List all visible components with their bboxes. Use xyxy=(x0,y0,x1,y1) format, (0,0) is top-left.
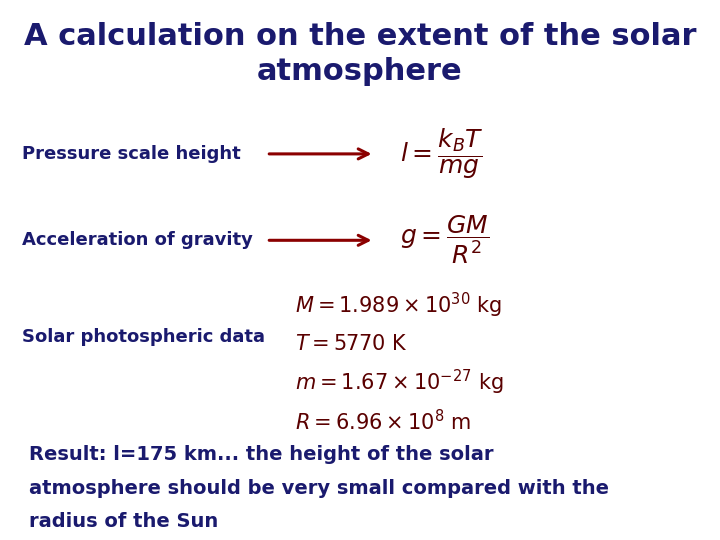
Text: $l = \dfrac{k_B T}{mg}$: $l = \dfrac{k_B T}{mg}$ xyxy=(400,127,483,181)
Text: $R = 6.96 \times 10^{8}\ \mathrm{m}$: $R = 6.96 \times 10^{8}\ \mathrm{m}$ xyxy=(295,409,472,434)
Text: Solar photospheric data: Solar photospheric data xyxy=(22,328,265,347)
Text: A calculation on the extent of the solar: A calculation on the extent of the solar xyxy=(24,22,696,51)
Text: $m = 1.67 \times 10^{-27}\ \mathrm{kg}$: $m = 1.67 \times 10^{-27}\ \mathrm{kg}$ xyxy=(295,368,504,397)
Text: $T = 5770\ \mathrm{K}$: $T = 5770\ \mathrm{K}$ xyxy=(295,334,408,354)
Text: $g = \dfrac{GM}{R^2}$: $g = \dfrac{GM}{R^2}$ xyxy=(400,214,489,266)
Text: radius of the Sun: radius of the Sun xyxy=(29,512,218,531)
Text: Acceleration of gravity: Acceleration of gravity xyxy=(22,231,253,249)
Text: $M = 1.989 \times 10^{30}\ \mathrm{kg}$: $M = 1.989 \times 10^{30}\ \mathrm{kg}$ xyxy=(295,291,503,320)
Text: atmosphere should be very small compared with the: atmosphere should be very small compared… xyxy=(29,479,609,498)
Text: Result: l=175 km... the height of the solar: Result: l=175 km... the height of the so… xyxy=(29,446,493,464)
Text: Pressure scale height: Pressure scale height xyxy=(22,145,240,163)
Text: atmosphere: atmosphere xyxy=(257,57,463,86)
